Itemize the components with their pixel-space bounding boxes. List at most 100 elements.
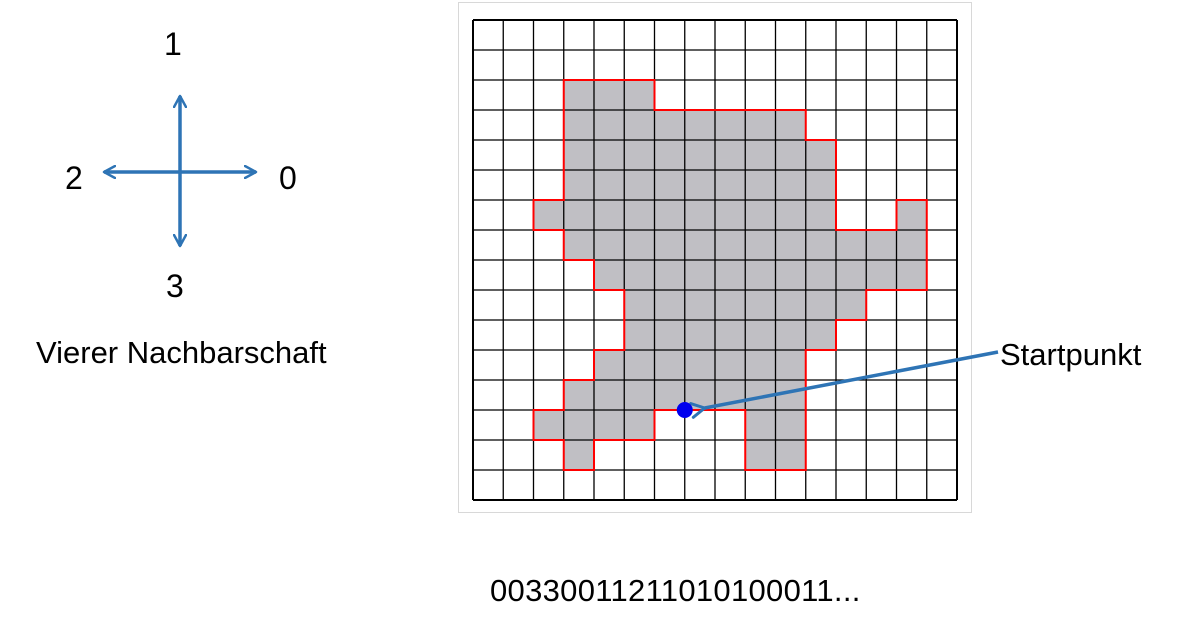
filled-cell (654, 260, 685, 290)
filled-cell (745, 110, 776, 140)
filled-cell (715, 260, 746, 290)
filled-cell (654, 290, 685, 320)
filled-cell (745, 170, 776, 200)
filled-cell (805, 170, 836, 200)
filled-cell (745, 260, 776, 290)
neighborhood-caption: Vierer Nachbarschaft (36, 335, 327, 370)
filled-cell (715, 140, 746, 170)
filled-cell (684, 290, 715, 320)
filled-cell (775, 200, 806, 230)
filled-cell (624, 260, 655, 290)
filled-cells (533, 80, 927, 470)
filled-cell (654, 170, 685, 200)
filled-cell (715, 110, 746, 140)
filled-cell (594, 110, 625, 140)
filled-cell (775, 140, 806, 170)
filled-cell (836, 230, 867, 260)
filled-cell (684, 200, 715, 230)
filled-cell (594, 410, 625, 440)
filled-cell (684, 140, 715, 170)
filled-cell (533, 200, 564, 230)
filled-cell (624, 140, 655, 170)
filled-cell (624, 200, 655, 230)
filled-cell (594, 80, 625, 110)
filled-cell (594, 230, 625, 260)
filled-cell (775, 260, 806, 290)
filled-cell (805, 260, 836, 290)
filled-cell (775, 110, 806, 140)
filled-cell (654, 110, 685, 140)
filled-cell (896, 200, 927, 230)
filled-cell (594, 170, 625, 200)
filled-cell (624, 110, 655, 140)
filled-cell (624, 170, 655, 200)
filled-cell (805, 320, 836, 350)
filled-cell (624, 290, 655, 320)
filled-cell (594, 380, 625, 410)
filled-cell (775, 230, 806, 260)
filled-cell (563, 110, 594, 140)
filled-cell (745, 320, 776, 350)
direction-label-down: 3 (166, 268, 184, 304)
filled-cell (715, 290, 746, 320)
filled-cell (654, 350, 685, 380)
filled-cell (654, 230, 685, 260)
filled-cell (594, 350, 625, 380)
filled-cell (775, 320, 806, 350)
start-pointer-arrow (689, 350, 999, 419)
filled-cell (624, 80, 655, 110)
filled-cell (563, 410, 594, 440)
filled-cell (896, 230, 927, 260)
filled-cell (563, 140, 594, 170)
filled-cell (775, 290, 806, 320)
direction-label-up: 1 (164, 26, 182, 62)
filled-cell (775, 350, 806, 380)
filled-cell (684, 170, 715, 200)
filled-cell (775, 170, 806, 200)
filled-cell (654, 200, 685, 230)
start-point-label: Startpunkt (1000, 337, 1142, 372)
filled-cell (805, 200, 836, 230)
filled-cell (715, 200, 746, 230)
filled-cell (594, 260, 625, 290)
filled-cell (836, 260, 867, 290)
filled-cell (594, 200, 625, 230)
filled-cell (563, 80, 594, 110)
filled-cell (715, 350, 746, 380)
filled-cell (745, 140, 776, 170)
filled-cell (715, 230, 746, 260)
region-boundary (532, 79, 928, 471)
filled-cell (533, 410, 564, 440)
filled-cell (624, 230, 655, 260)
filled-cell (594, 140, 625, 170)
filled-cell (745, 440, 776, 470)
filled-cell (715, 320, 746, 350)
direction-label-left: 2 (65, 160, 83, 196)
start-point-marker (676, 402, 693, 418)
filled-cell (745, 410, 776, 440)
filled-cell (624, 410, 655, 440)
filled-cell (654, 140, 685, 170)
filled-cell (745, 200, 776, 230)
filled-cell (836, 290, 867, 320)
filled-cell (745, 290, 776, 320)
filled-cell (805, 290, 836, 320)
filled-cell (563, 200, 594, 230)
filled-cell (805, 230, 836, 260)
filled-cell (563, 440, 594, 470)
chain-code-text: 00330011211010100011... (490, 573, 861, 608)
filled-cell (684, 260, 715, 290)
filled-cell (563, 230, 594, 260)
filled-cell (896, 260, 927, 290)
filled-cell (866, 260, 897, 290)
filled-cell (624, 350, 655, 380)
filled-cell (624, 380, 655, 410)
filled-cell (624, 320, 655, 350)
filled-cell (805, 140, 836, 170)
filled-cell (684, 230, 715, 260)
direction-label-right: 0 (279, 160, 297, 196)
filled-cell (775, 440, 806, 470)
filled-cell (745, 230, 776, 260)
